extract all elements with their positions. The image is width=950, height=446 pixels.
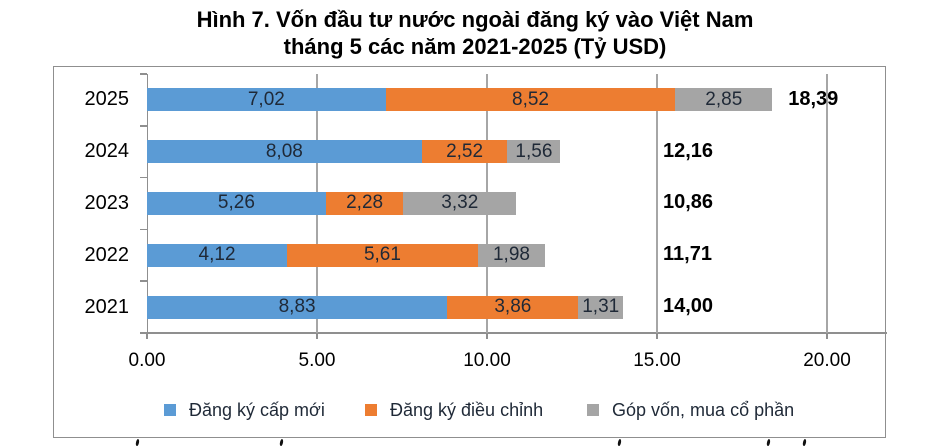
stacked-bar-2024: 8,08 2,52 1,56 xyxy=(147,140,561,164)
bar-row-2023: 5,26 2,28 3,32 10,86 xyxy=(147,178,886,230)
total-label-2023: 10,86 xyxy=(663,191,714,214)
bar-segment-label: 3,32 xyxy=(441,192,479,214)
category-label-2022: 2022 xyxy=(84,243,130,266)
x-axis-tick-10.00 xyxy=(486,333,488,339)
bar-segment-cap-moi-2021: 8,83 xyxy=(147,295,448,319)
y-axis-band-tick xyxy=(140,280,147,282)
bar-segment-dieu-chinh-2022: 5,61 xyxy=(287,243,478,267)
x-tick-label-0.00: 0.00 xyxy=(128,350,166,371)
x-tick-label-15.00: 15.00 xyxy=(633,350,681,371)
bar-segment-label: 5,61 xyxy=(363,244,401,266)
legend-label-dieu-chinh: Đăng ký điều chỉnh xyxy=(390,399,544,420)
stacked-bar-2023: 5,26 2,28 3,32 xyxy=(147,191,517,215)
bar-segment-label: 7,02 xyxy=(247,88,285,110)
stacked-bar-2025: 7,02 8,52 2,85 xyxy=(147,88,773,112)
bar-row-2021: 8,83 3,86 1,31 14,00 xyxy=(147,281,886,333)
bar-segment-dieu-chinh-2021: 3,86 xyxy=(447,295,579,319)
bar-segment-label: 4,12 xyxy=(198,244,236,266)
x-axis-tick-0.00 xyxy=(146,333,148,339)
chart-area: 7,02 8,52 2,85 18,39 8,08 2,52 1,56 12,16 5,26 2,… xyxy=(53,66,887,438)
bar-segment-label: 1,56 xyxy=(515,140,553,162)
x-tick-label-5.00: 5.00 xyxy=(298,350,336,371)
chart-title-line1: Hình 7. Vốn đầu tư nước ngoài đăng ký và… xyxy=(196,7,754,32)
bar-segment-label: 5,26 xyxy=(217,192,255,214)
category-label-2021: 2021 xyxy=(84,295,130,318)
bar-segment-dieu-chinh-2023: 2,28 xyxy=(325,191,404,215)
legend-item-dieu-chinh: Đăng ký điều chỉnh xyxy=(365,397,543,423)
bar-segment-cap-moi-2023: 5,26 xyxy=(147,191,326,215)
x-tick-label-10.00: 10.00 xyxy=(463,350,511,371)
category-label-2024: 2024 xyxy=(84,140,130,163)
gridline-15.00 xyxy=(656,74,658,333)
bar-segment-cap-moi-2025: 7,02 xyxy=(147,88,386,112)
stacked-bar-2022: 4,12 5,61 1,98 xyxy=(147,243,546,267)
bar-row-2024: 8,08 2,52 1,56 12,16 xyxy=(147,126,886,178)
x-axis-line xyxy=(146,332,887,334)
bar-segment-gop-von-2022: 1,98 xyxy=(477,243,546,267)
total-label-2024: 12,16 xyxy=(663,139,714,162)
bar-segment-label: 8,83 xyxy=(278,296,316,318)
legend-label-cap-moi: Đăng ký cấp mới xyxy=(189,399,325,420)
y-axis-band-tick xyxy=(140,332,147,334)
legend-item-cap-moi: Đăng ký cấp mới xyxy=(164,397,325,423)
x-tick-label-20.00: 20.00 xyxy=(803,350,851,371)
bar-segment-label: 3,86 xyxy=(494,296,532,318)
x-axis-tick-20.00 xyxy=(826,333,828,339)
legend-swatch-cap-moi xyxy=(164,404,176,416)
x-axis-tick-5.00 xyxy=(316,333,318,339)
total-label-2025: 18,39 xyxy=(788,87,839,110)
bar-segment-gop-von-2025: 2,85 xyxy=(675,88,773,112)
bar-segment-dieu-chinh-2024: 2,52 xyxy=(421,140,508,164)
bar-segment-label: 1,98 xyxy=(492,244,530,266)
bar-row-2022: 4,12 5,61 1,98 11,71 xyxy=(147,229,886,281)
chart-title: Hình 7. Vốn đầu tư nước ngoài đăng ký và… xyxy=(0,6,950,60)
total-label-2021: 14,00 xyxy=(663,295,714,318)
bar-segment-label: 8,08 xyxy=(265,140,303,162)
category-label-2025: 2025 xyxy=(84,88,130,111)
stacked-bar-2021: 8,83 3,86 1,31 xyxy=(147,295,623,319)
x-axis-tick-15.00 xyxy=(656,333,658,339)
bar-segment-label: 2,28 xyxy=(346,192,384,214)
bar-segment-cap-moi-2022: 4,12 xyxy=(147,243,288,267)
bar-segment-cap-moi-2024: 8,08 xyxy=(147,140,422,164)
legend-item-gop-von: Góp vốn, mua cổ phần xyxy=(587,397,794,423)
bar-segment-label: 2,85 xyxy=(705,88,743,110)
legend-swatch-gop-von xyxy=(587,404,599,416)
gridline-20.00 xyxy=(826,74,828,333)
bar-segment-dieu-chinh-2025: 8,52 xyxy=(385,88,676,112)
category-label-2023: 2023 xyxy=(84,191,130,214)
bar-segment-label: 1,31 xyxy=(582,296,620,318)
bar-segment-gop-von-2024: 1,56 xyxy=(507,140,561,164)
bar-segment-gop-von-2021: 1,31 xyxy=(578,295,623,319)
legend-label-gop-von: Góp vốn, mua cổ phần xyxy=(612,399,795,420)
plot-area: 7,02 8,52 2,85 18,39 8,08 2,52 1,56 12,16 5,26 2,… xyxy=(140,73,887,339)
y-axis-band-tick xyxy=(140,125,147,127)
y-axis-band-tick xyxy=(140,73,147,75)
legend: Đăng ký cấp mới Đăng ký điều chỉnh Góp vốn… xyxy=(54,397,887,423)
chart-title-line2: tháng 5 các năm 2021-2025 (Tỷ USD) xyxy=(283,34,667,59)
bar-segment-label: 2,52 xyxy=(446,140,484,162)
legend-swatch-dieu-chinh xyxy=(365,404,377,416)
total-label-2022: 11,71 xyxy=(663,243,712,266)
bar-row-2025: 7,02 8,52 2,85 18,39 xyxy=(147,74,886,126)
y-axis-band-tick xyxy=(140,176,147,179)
bar-segment-label: 8,52 xyxy=(512,88,549,110)
bar-segment-gop-von-2023: 3,32 xyxy=(403,191,517,215)
y-axis-band-tick xyxy=(140,228,147,231)
